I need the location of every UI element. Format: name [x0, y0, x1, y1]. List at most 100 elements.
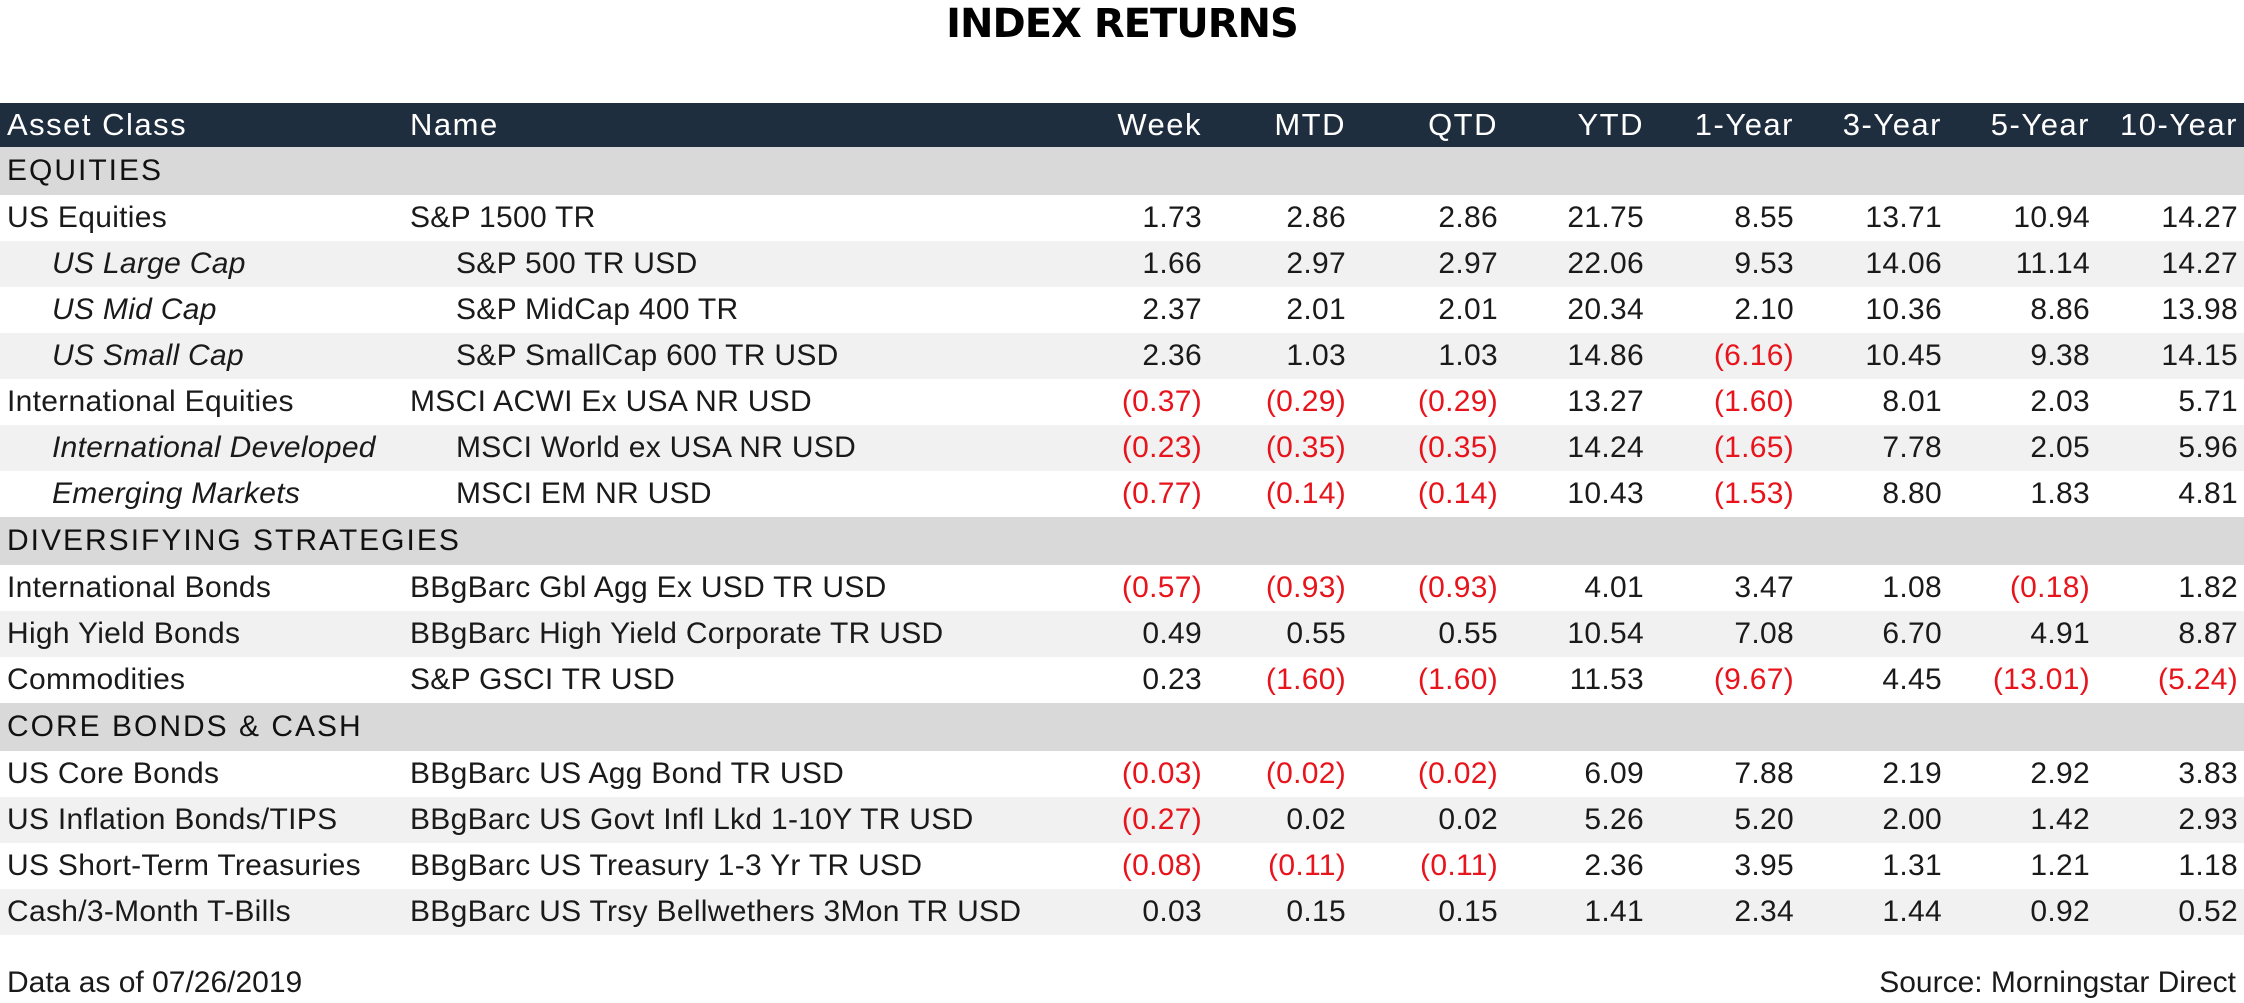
3-year-return-cell: 1.08 [1882, 571, 1942, 604]
3-year-return-cell: 8.80 [1882, 477, 1942, 510]
table-header: Asset Class Name Week MTD QTD YTD 1-Year… [0, 103, 2244, 147]
table-body: EQUITIES US Equities S&P 1500 TR 1.73 2.86 2.… [0, 147, 2244, 935]
section-header-row: CORE BONDS & CASH [0, 703, 2244, 751]
10-year-return-cell: 2.93 [2178, 803, 2238, 836]
asset-class-cell: US Small Cap [52, 339, 244, 372]
1-year-return-cell: 7.88 [1734, 757, 1794, 790]
10-year-return-cell: 8.87 [2178, 617, 2238, 650]
column-header-5-year: 5-Year [1990, 107, 2090, 142]
mtd-return-cell: 2.86 [1286, 201, 1346, 234]
table-row: Cash/3-Month T-Bills BBgBarc US Trsy Bell… [0, 889, 2244, 935]
asset-class-cell: US Mid Cap [52, 293, 217, 326]
mtd-return-cell: 0.02 [1286, 803, 1346, 836]
3-year-return-cell: 7.78 [1882, 431, 1942, 464]
table-row: International Developed MSCI World ex USA… [0, 425, 2244, 471]
ytd-return-cell: 4.01 [1584, 571, 1644, 604]
index-name-cell: BBgBarc Gbl Agg Ex USD TR USD [410, 571, 887, 604]
week-return-cell: (0.57) [1121, 571, 1202, 604]
table-row: US Small Cap S&P SmallCap 600 TR USD 2.36 1… [0, 333, 2244, 379]
5-year-return-cell: 8.86 [2030, 293, 2090, 326]
column-header-10-year: 10-Year [2120, 107, 2238, 142]
3-year-return-cell: 1.44 [1882, 895, 1942, 928]
10-year-return-cell: 1.18 [2178, 849, 2238, 882]
table-row: Commodities S&P GSCI TR USD 0.23 (1.60) (1.6… [0, 657, 2244, 703]
qtd-return-cell: (0.02) [1417, 757, 1498, 790]
10-year-return-cell: 0.52 [2178, 895, 2238, 928]
column-header-3-year: 3-Year [1842, 107, 1942, 142]
3-year-return-cell: 6.70 [1882, 617, 1942, 650]
1-year-return-cell: (1.65) [1713, 431, 1794, 464]
asset-class-cell: US Short-Term Treasuries [7, 849, 361, 882]
week-return-cell: 0.03 [1142, 895, 1202, 928]
table-row: US Equities S&P 1500 TR 1.73 2.86 2.86 21.75 8… [0, 195, 2244, 241]
3-year-return-cell: 10.36 [1865, 293, 1942, 326]
10-year-return-cell: 14.27 [2161, 247, 2238, 280]
ytd-return-cell: 14.24 [1567, 431, 1644, 464]
1-year-return-cell: 2.34 [1734, 895, 1794, 928]
ytd-return-cell: 14.86 [1567, 339, 1644, 372]
10-year-return-cell: 13.98 [2161, 293, 2238, 326]
10-year-return-cell: 5.71 [2178, 385, 2238, 418]
ytd-return-cell: 10.54 [1567, 617, 1644, 650]
1-year-return-cell: (1.53) [1713, 477, 1794, 510]
10-year-return-cell: 4.81 [2178, 477, 2238, 510]
ytd-return-cell: 11.53 [1569, 663, 1644, 696]
section-header-row: DIVERSIFYING STRATEGIES [0, 517, 2244, 565]
qtd-return-cell: (0.14) [1417, 477, 1498, 510]
10-year-return-cell: 3.83 [2178, 757, 2238, 790]
qtd-return-cell: (0.35) [1417, 431, 1498, 464]
3-year-return-cell: 1.31 [1882, 849, 1942, 882]
header-row: Asset Class Name Week MTD QTD YTD 1-Year… [0, 103, 2244, 147]
index-name-cell: BBgBarc High Yield Corporate TR USD [410, 617, 944, 650]
ytd-return-cell: 13.27 [1567, 385, 1644, 418]
qtd-return-cell: (0.11) [1420, 849, 1498, 882]
3-year-return-cell: 2.19 [1882, 757, 1942, 790]
asset-class-cell: US Large Cap [52, 247, 246, 280]
week-return-cell: (0.23) [1121, 431, 1202, 464]
asset-class-cell: International Bonds [7, 571, 272, 604]
week-return-cell: (0.08) [1121, 849, 1202, 882]
table-row: US Inflation Bonds/TIPS BBgBarc US Govt I… [0, 797, 2244, 843]
ytd-return-cell: 22.06 [1567, 247, 1644, 280]
1-year-return-cell: (9.67) [1713, 663, 1794, 696]
5-year-return-cell: 1.21 [2030, 849, 2090, 882]
week-return-cell: 0.23 [1142, 663, 1202, 696]
index-name-cell: BBgBarc US Govt Infl Lkd 1-10Y TR USD [410, 803, 974, 836]
table-row: High Yield Bonds BBgBarc High Yield Corpo… [0, 611, 2244, 657]
mtd-return-cell: 0.55 [1286, 617, 1346, 650]
table-row: US Short-Term Treasuries BBgBarc US Treas… [0, 843, 2244, 889]
table-row: US Mid Cap S&P MidCap 400 TR 2.37 2.01 2.01 2… [0, 287, 2244, 333]
week-return-cell: 0.49 [1142, 617, 1202, 650]
mtd-return-cell: 2.97 [1286, 247, 1346, 280]
index-returns-table: Asset Class Name Week MTD QTD YTD 1-Year… [0, 103, 2244, 935]
index-name-cell: S&P GSCI TR USD [410, 663, 676, 696]
week-return-cell: 2.37 [1142, 293, 1202, 326]
5-year-return-cell: 9.38 [2030, 339, 2090, 372]
asset-class-cell: International Equities [7, 385, 294, 418]
index-name-cell: BBgBarc US Trsy Bellwethers 3Mon TR USD [410, 895, 1022, 928]
5-year-return-cell: (0.18) [2009, 571, 2090, 604]
page-title: INDEX RETURNS [946, 1, 1299, 47]
asset-class-cell: Emerging Markets [52, 477, 301, 510]
5-year-return-cell: 0.92 [2030, 895, 2090, 928]
column-header-qtd: QTD [1428, 107, 1498, 142]
ytd-return-cell: 1.41 [1584, 895, 1644, 928]
mtd-return-cell: 2.01 [1286, 293, 1346, 326]
mtd-return-cell: (0.93) [1265, 571, 1346, 604]
index-name-cell: S&P 1500 TR [410, 201, 596, 234]
week-return-cell: (0.03) [1121, 757, 1202, 790]
1-year-return-cell: (1.60) [1713, 385, 1794, 418]
column-header-1-year: 1-Year [1694, 107, 1794, 142]
asset-class-cell: International Developed [52, 431, 376, 464]
asset-class-cell: US Inflation Bonds/TIPS [7, 803, 338, 836]
mtd-return-cell: (0.35) [1265, 431, 1346, 464]
ytd-return-cell: 6.09 [1584, 757, 1644, 790]
ytd-return-cell: 10.43 [1567, 477, 1644, 510]
10-year-return-cell: 14.15 [2161, 339, 2238, 372]
5-year-return-cell: 2.05 [2030, 431, 2090, 464]
asset-class-cell: Cash/3-Month T-Bills [7, 895, 291, 928]
qtd-return-cell: 2.01 [1438, 293, 1498, 326]
10-year-return-cell: 14.27 [2161, 201, 2238, 234]
5-year-return-cell: 1.42 [2030, 803, 2090, 836]
ytd-return-cell: 20.34 [1567, 293, 1644, 326]
